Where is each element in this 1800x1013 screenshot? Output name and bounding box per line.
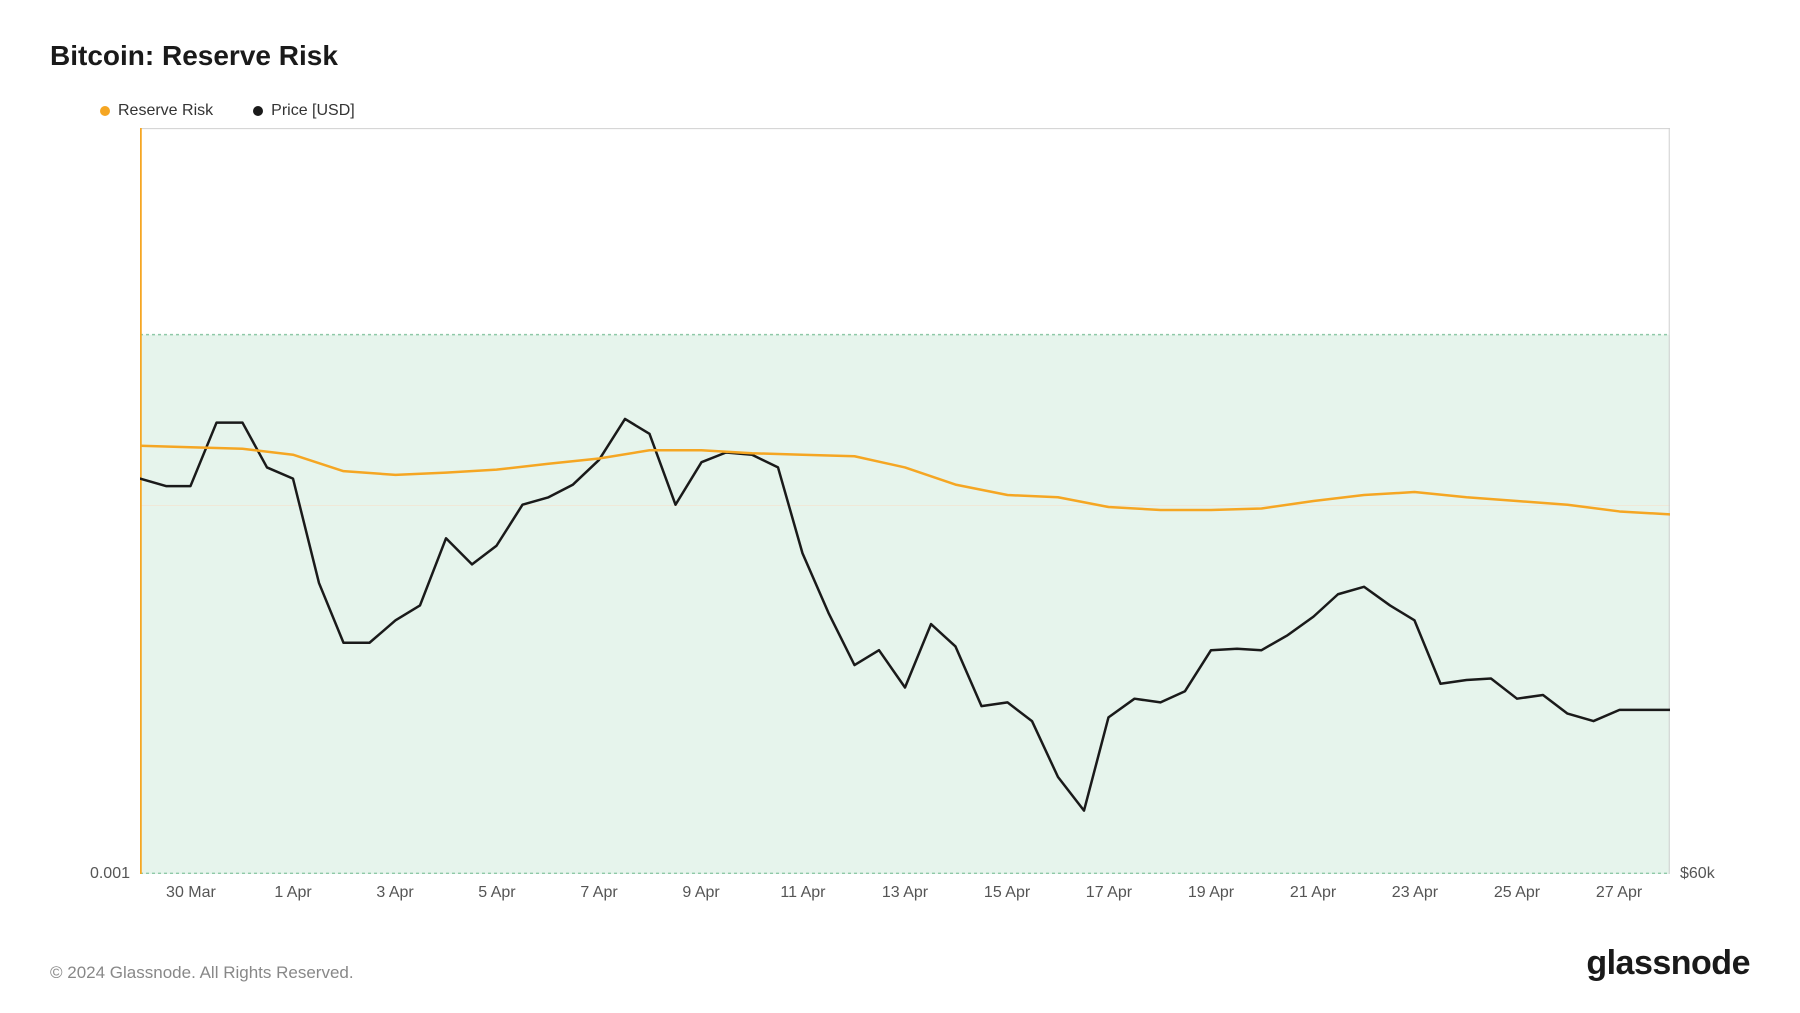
x-tick-label: 27 Apr: [1596, 884, 1642, 902]
legend-dot-reserve-risk: [100, 106, 110, 116]
legend-dot-price: [253, 106, 263, 116]
x-tick-label: 13 Apr: [882, 884, 928, 902]
x-tick-label: 15 Apr: [984, 884, 1030, 902]
x-tick-label: 30 Mar: [166, 884, 216, 902]
y-axis-left: 0.001: [50, 128, 140, 874]
x-tick-label: 11 Apr: [780, 884, 825, 902]
x-tick-label: 9 Apr: [682, 884, 719, 902]
legend-item-reserve-risk: Reserve Risk: [100, 102, 213, 120]
x-tick-label: 21 Apr: [1290, 884, 1336, 902]
legend-label-price: Price [USD]: [271, 102, 355, 120]
y-left-tick-label: 0.001: [90, 865, 130, 883]
brand-logo: glassnode: [1586, 944, 1750, 983]
x-tick-label: 1 Apr: [274, 884, 311, 902]
legend-item-price: Price [USD]: [253, 102, 355, 120]
footer: © 2024 Glassnode. All Rights Reserved. g…: [50, 944, 1750, 983]
chart-title: Bitcoin: Reserve Risk: [50, 40, 1750, 72]
x-tick-label: 5 Apr: [478, 884, 515, 902]
x-tick-label: 7 Apr: [580, 884, 617, 902]
plot-svg: [140, 128, 1670, 874]
x-tick-label: 3 Apr: [376, 884, 413, 902]
x-tick-label: 19 Apr: [1188, 884, 1234, 902]
chart-area: 0.001 $60k: [50, 128, 1750, 874]
x-tick-label: 17 Apr: [1086, 884, 1132, 902]
copyright-text: © 2024 Glassnode. All Rights Reserved.: [50, 963, 354, 983]
legend-label-reserve-risk: Reserve Risk: [118, 102, 213, 120]
y-right-tick-label: $60k: [1680, 865, 1715, 883]
y-axis-right: $60k: [1670, 128, 1750, 874]
x-axis: 30 Mar 1 Apr 3 Apr 5 Apr 7 Apr 9 Apr 11 Apr 13 …: [140, 874, 1670, 914]
x-tick-label: 23 Apr: [1392, 884, 1438, 902]
legend: Reserve Risk Price [USD]: [100, 102, 1750, 120]
x-tick-label: 25 Apr: [1494, 884, 1540, 902]
chart-container: Bitcoin: Reserve Risk Reserve Risk Price…: [0, 0, 1800, 1013]
plot-area: [140, 128, 1670, 874]
